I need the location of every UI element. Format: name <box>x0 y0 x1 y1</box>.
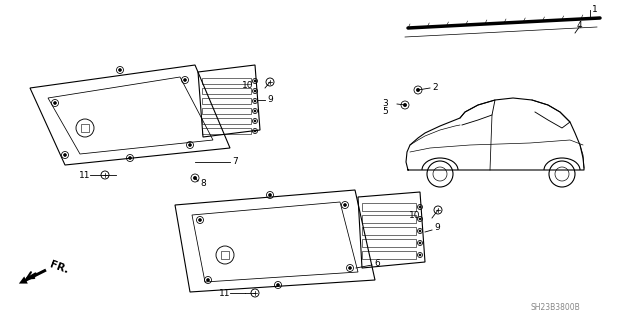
Text: FR.: FR. <box>48 259 70 275</box>
Text: 11: 11 <box>218 288 230 298</box>
Circle shape <box>207 278 209 281</box>
Circle shape <box>189 144 191 146</box>
Circle shape <box>118 69 122 71</box>
Circle shape <box>254 130 256 132</box>
Text: 5: 5 <box>382 108 388 116</box>
Circle shape <box>129 157 131 160</box>
Text: 1: 1 <box>592 5 598 14</box>
Circle shape <box>54 101 56 104</box>
Circle shape <box>193 176 196 180</box>
Circle shape <box>254 110 256 112</box>
Text: 10: 10 <box>408 211 420 220</box>
Text: 8: 8 <box>200 179 205 188</box>
Circle shape <box>419 242 421 244</box>
Circle shape <box>198 219 202 221</box>
Text: 10: 10 <box>241 81 253 91</box>
Circle shape <box>419 218 421 220</box>
Circle shape <box>184 78 186 81</box>
Circle shape <box>419 230 421 232</box>
Circle shape <box>254 90 256 92</box>
FancyArrow shape <box>19 269 47 284</box>
Text: 2: 2 <box>432 84 438 93</box>
Circle shape <box>417 88 420 92</box>
Circle shape <box>344 204 346 206</box>
Text: 7: 7 <box>232 158 237 167</box>
Circle shape <box>254 80 256 82</box>
Circle shape <box>419 254 421 256</box>
Text: 9: 9 <box>434 224 440 233</box>
Circle shape <box>403 103 406 107</box>
Text: 11: 11 <box>79 170 90 180</box>
Circle shape <box>276 284 280 286</box>
Circle shape <box>254 120 256 122</box>
Text: 4: 4 <box>577 21 582 31</box>
Circle shape <box>349 267 351 270</box>
Circle shape <box>254 100 256 102</box>
Text: 6: 6 <box>374 258 380 268</box>
Text: 3: 3 <box>382 100 388 108</box>
Text: SH23B3800B: SH23B3800B <box>530 303 580 313</box>
Circle shape <box>419 206 421 208</box>
Text: 9: 9 <box>267 95 273 105</box>
Circle shape <box>269 194 271 197</box>
Circle shape <box>63 154 67 156</box>
